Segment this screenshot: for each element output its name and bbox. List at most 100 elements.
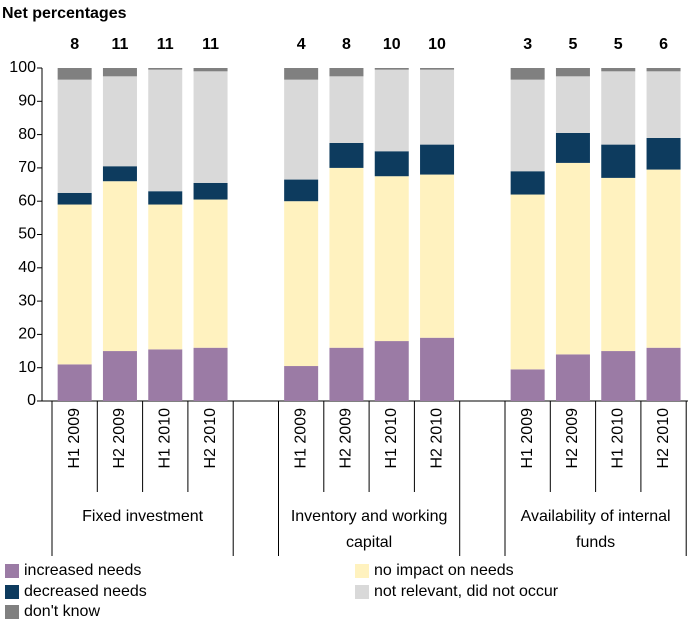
- net-value: 5: [568, 36, 577, 53]
- net-value: 10: [383, 36, 401, 53]
- bar-segment: [601, 177, 636, 352]
- group-label: Fixed investment: [82, 508, 204, 525]
- x-tick-label: H2 2009: [564, 408, 581, 469]
- bar-segment: [601, 71, 636, 145]
- y-tick-label: 60: [18, 192, 36, 209]
- net-value: 6: [659, 36, 668, 53]
- x-tick-label: H1 2009: [66, 408, 83, 469]
- x-tick-label: H1 2010: [383, 408, 400, 469]
- bar-segment: [329, 68, 364, 77]
- bar-segment: [57, 79, 92, 193]
- bar-segment: [57, 192, 92, 205]
- legend-swatch: [5, 564, 19, 578]
- bar-segment: [374, 176, 409, 342]
- bar-segment: [420, 68, 455, 70]
- group-label: Inventory and working capital: [290, 508, 448, 551]
- bar-segment: [148, 204, 183, 350]
- legend-label: no impact on needs: [374, 562, 514, 579]
- bar-segment: [148, 68, 183, 70]
- chart-subtitle: Net percentages: [2, 5, 127, 22]
- bar-segment: [510, 68, 545, 80]
- x-tick-label: H2 2010: [655, 408, 672, 469]
- bar-segment: [420, 337, 455, 401]
- bar-segment: [555, 68, 590, 77]
- bar-segment: [374, 68, 409, 70]
- legend-label: decreased needs: [24, 583, 147, 600]
- bar-segment: [193, 182, 228, 200]
- x-tick-label: H2 2009: [338, 408, 355, 469]
- bar-segment: [148, 69, 183, 192]
- bar-segment: [601, 351, 636, 401]
- net-value: 4: [297, 36, 306, 53]
- bar-segment: [102, 351, 137, 401]
- bar-segment: [601, 68, 636, 72]
- x-tick-label: H2 2010: [202, 408, 219, 469]
- bar-segment: [193, 347, 228, 401]
- bar-segment: [601, 144, 636, 178]
- net-value: 5: [614, 36, 623, 53]
- bar-segment: [329, 167, 364, 348]
- legend-swatch: [5, 605, 19, 619]
- bar-segment: [57, 364, 92, 401]
- bar-segment: [102, 166, 137, 182]
- y-tick-label: 70: [18, 159, 36, 176]
- bar-segment: [284, 366, 319, 401]
- bar-segment: [193, 68, 228, 72]
- x-tick-label: H2 2009: [111, 408, 128, 469]
- y-tick-label: 20: [18, 326, 36, 343]
- bar-segment: [646, 68, 681, 72]
- net-value: 11: [202, 36, 219, 53]
- x-tick-label: H1 2010: [156, 408, 173, 469]
- bar-segment: [646, 71, 681, 138]
- bar-segment: [102, 68, 137, 77]
- bar-segment: [148, 191, 183, 205]
- bar-segment: [646, 169, 681, 348]
- bar-segment: [148, 349, 183, 401]
- net-value: 3: [523, 36, 532, 53]
- legend-label: not relevant, did not occur: [374, 583, 559, 600]
- bar-segment: [102, 181, 137, 352]
- bar-segment: [646, 347, 681, 401]
- bar-segment: [284, 68, 319, 80]
- bar-segment: [374, 69, 409, 152]
- bar-segment: [284, 201, 319, 367]
- bar-segment: [374, 151, 409, 177]
- bar-segment: [374, 341, 409, 401]
- bar-segment: [57, 68, 92, 80]
- bar-segment: [555, 162, 590, 355]
- bar-segment: [510, 79, 545, 172]
- y-tick-label: 40: [18, 259, 36, 276]
- group-label: Availability of internal funds: [520, 508, 671, 551]
- bar-segment: [510, 171, 545, 195]
- legend-swatch: [355, 585, 369, 599]
- net-value: 11: [111, 36, 128, 53]
- bar-segment: [284, 179, 319, 202]
- net-value: 8: [342, 36, 351, 53]
- bar-segment: [102, 76, 137, 167]
- bar-segment: [555, 76, 590, 133]
- y-tick-label: 10: [18, 359, 36, 376]
- x-tick-label: H1 2009: [519, 408, 536, 469]
- bar-segment: [555, 354, 590, 401]
- bar-segment: [420, 69, 455, 145]
- legend-swatch: [5, 585, 19, 599]
- bar-segment: [420, 144, 455, 175]
- bar-segment: [284, 79, 319, 180]
- legend-label: increased needs: [24, 562, 141, 579]
- x-tick-label: H1 2010: [609, 408, 626, 469]
- y-tick-label: 50: [18, 226, 36, 243]
- y-tick-label: 100: [9, 59, 36, 76]
- bar-segment: [329, 347, 364, 401]
- net-value: 10: [428, 36, 446, 53]
- bar-segment: [193, 71, 228, 183]
- bar-segment: [420, 174, 455, 338]
- legend-swatch: [355, 564, 369, 578]
- y-tick-label: 90: [18, 93, 36, 110]
- y-tick-label: 30: [18, 292, 36, 309]
- bar-segment: [510, 369, 545, 401]
- bar-segment: [193, 199, 228, 348]
- bar-segment: [329, 76, 364, 143]
- bar-segment: [555, 132, 590, 163]
- x-tick-label: H2 2010: [428, 408, 445, 469]
- bar-segment: [646, 137, 681, 170]
